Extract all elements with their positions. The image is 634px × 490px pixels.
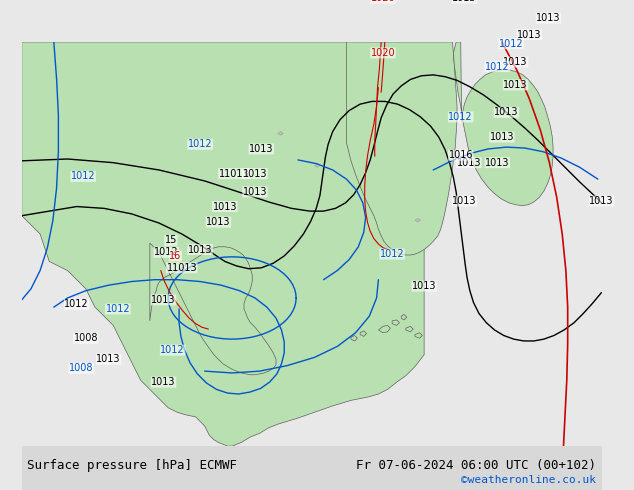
Text: 11013: 11013 [219, 169, 249, 179]
Text: 1012: 1012 [188, 139, 212, 149]
Text: 1013: 1013 [452, 0, 477, 3]
Polygon shape [453, 42, 553, 206]
Text: 1013: 1013 [243, 169, 267, 179]
Text: 1012: 1012 [380, 249, 404, 259]
Text: 1013: 1013 [485, 158, 510, 168]
Polygon shape [360, 331, 366, 337]
Text: 1012: 1012 [448, 112, 473, 122]
Text: 1013: 1013 [152, 377, 176, 387]
Text: 1012: 1012 [154, 247, 179, 257]
Text: 1013: 1013 [243, 187, 267, 197]
Polygon shape [314, 164, 320, 167]
Text: 1012: 1012 [485, 62, 510, 72]
Text: 1013: 1013 [249, 144, 274, 154]
Text: 1012: 1012 [71, 172, 95, 181]
Polygon shape [415, 333, 422, 338]
Text: 15: 15 [165, 235, 177, 245]
Polygon shape [22, 42, 424, 446]
Text: 1012: 1012 [499, 39, 523, 49]
Text: 1013: 1013 [517, 30, 541, 40]
Text: 1020: 1020 [371, 0, 396, 3]
Polygon shape [150, 243, 276, 375]
Text: 1012: 1012 [105, 304, 130, 314]
Text: 1013: 1013 [188, 245, 212, 254]
Text: 1008: 1008 [74, 333, 98, 343]
Text: 1013: 1013 [503, 80, 528, 90]
Text: 1008: 1008 [69, 364, 93, 373]
Text: 1012: 1012 [160, 345, 185, 355]
Text: 1013: 1013 [503, 57, 528, 67]
Text: 1013: 1013 [494, 107, 519, 118]
Text: 1013: 1013 [589, 196, 614, 206]
Text: 1013: 1013 [452, 196, 477, 206]
Text: 16: 16 [169, 251, 181, 261]
Text: 1016: 1016 [448, 150, 473, 160]
Polygon shape [351, 336, 358, 341]
Text: 1013: 1013 [212, 201, 237, 212]
Text: 11013: 11013 [167, 263, 197, 273]
Polygon shape [346, 42, 457, 255]
Polygon shape [415, 219, 420, 222]
Text: 1013: 1013 [206, 217, 231, 227]
Polygon shape [392, 320, 399, 325]
Text: 1013: 1013 [152, 295, 176, 305]
Text: 1013: 1013 [412, 281, 436, 291]
Text: 1020: 1020 [371, 48, 396, 58]
Text: 1012: 1012 [65, 299, 89, 309]
Polygon shape [401, 315, 407, 320]
Text: 1013: 1013 [96, 354, 121, 364]
Text: 1013: 1013 [489, 132, 514, 142]
Polygon shape [406, 326, 413, 332]
Bar [22, 446, 602, 490]
Text: 1013: 1013 [456, 158, 481, 168]
Polygon shape [278, 132, 283, 135]
Text: 1013: 1013 [536, 13, 560, 23]
Polygon shape [378, 325, 391, 333]
Text: Fr 07-06-2024 06:00 UTC (00+102): Fr 07-06-2024 06:00 UTC (00+102) [356, 459, 596, 472]
Text: ©weatheronline.co.uk: ©weatheronline.co.uk [461, 474, 596, 485]
Text: Surface pressure [hPa] ECMWF: Surface pressure [hPa] ECMWF [27, 459, 237, 472]
